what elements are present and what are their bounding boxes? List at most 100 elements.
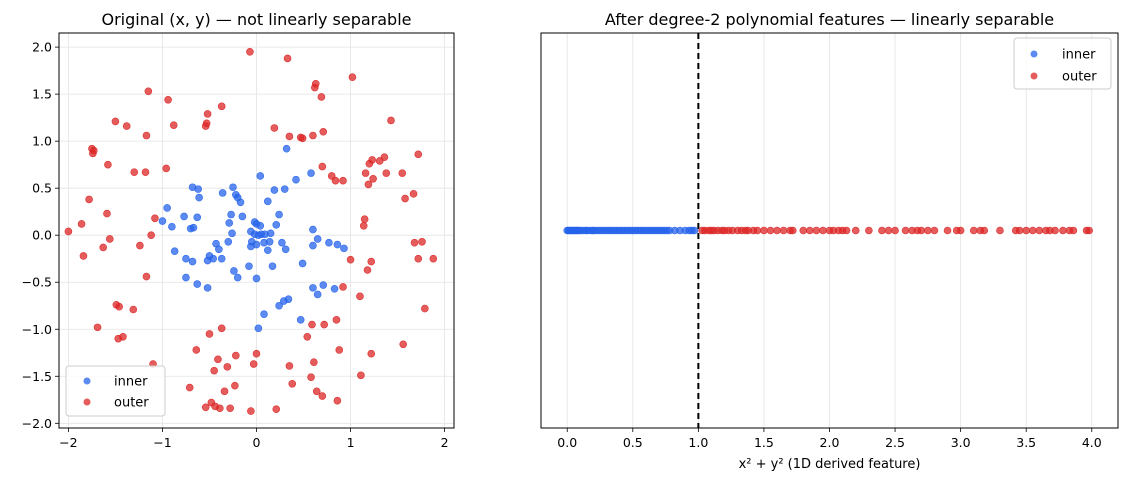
data-point-outer [232, 351, 240, 360]
data-point-inner [266, 229, 275, 238]
data-point-inner [292, 175, 300, 184]
data-point-outer [773, 226, 781, 235]
left-y-tick-label: 0.0 [32, 228, 52, 243]
data-point-outer [418, 237, 426, 246]
data-point-inner [275, 301, 283, 310]
data-point-outer [247, 407, 255, 415]
left-y-tick-label: 1.0 [32, 134, 52, 149]
data-point-inner [170, 247, 179, 255]
data-point-outer [129, 305, 138, 314]
data-point-outer [421, 304, 429, 313]
data-point-inner [278, 238, 286, 247]
data-point-inner [238, 212, 247, 221]
data-point-outer [141, 168, 150, 176]
data-point-outer [980, 226, 989, 235]
data-point-outer [969, 226, 978, 235]
data-point-outer [223, 363, 232, 371]
data-point-outer [779, 226, 788, 235]
left-x-tick-label: 2 [441, 435, 449, 450]
data-point-outer [387, 116, 395, 125]
data-point-inner [313, 235, 322, 243]
data-point-inner [265, 237, 274, 246]
left-gridlines [59, 33, 454, 428]
left-y-tick-label: 1.5 [32, 87, 52, 102]
data-point-inner [193, 213, 202, 222]
data-point-outer [147, 231, 155, 240]
left-y-tick-label: 0.5 [32, 181, 52, 196]
right-x-ticks: 0.0 0.5 1.0 1.5 2.0 2.5 3.0 3.5 4.0 [557, 428, 1102, 450]
right-x-tick-label: 4.0 [1082, 435, 1102, 450]
data-point-inner [236, 198, 245, 207]
data-point-inner [227, 210, 235, 219]
data-point-outer [164, 95, 172, 104]
data-point-outer [401, 194, 409, 203]
data-point-inner [319, 281, 328, 289]
data-point-outer [216, 404, 224, 413]
data-point-outer [884, 226, 893, 235]
data-point-outer [1051, 226, 1059, 235]
data-point-outer [162, 164, 171, 173]
right-legend-marker-outer [1030, 72, 1038, 80]
data-point-inner [224, 237, 233, 246]
data-point-outer [891, 226, 899, 235]
data-point-outer [356, 292, 364, 301]
data-point-outer [1059, 226, 1067, 235]
data-point-outer [842, 226, 851, 235]
data-point-outer [231, 381, 239, 390]
data-point-outer [309, 131, 317, 140]
data-point-inner [256, 221, 265, 230]
right-legend: inner outer [1013, 37, 1112, 90]
data-point-outer [760, 226, 768, 235]
data-point-inner [182, 273, 190, 282]
data-point-outer [104, 160, 112, 169]
left-x-tick-label: −2 [59, 435, 77, 450]
data-point-outer [806, 226, 814, 235]
data-point-outer [369, 174, 377, 183]
data-point-outer [311, 83, 319, 92]
data-point-outer [85, 195, 93, 204]
data-point-inner [309, 284, 317, 292]
data-point-inner [298, 259, 307, 268]
data-point-inner [270, 186, 279, 194]
data-point-outer [217, 324, 226, 333]
data-point-outer [365, 159, 374, 168]
data-point-outer [310, 358, 318, 366]
data-point-outer [192, 346, 201, 354]
right-legend-label-inner: inner [1062, 48, 1096, 63]
data-point-inner [268, 262, 277, 271]
data-point-inner [256, 172, 265, 180]
data-point-outer [409, 190, 418, 198]
data-point-inner [188, 257, 197, 266]
data-point-outer [917, 226, 926, 235]
data-point-outer [308, 320, 316, 329]
right-x-tick-label: 3.5 [1016, 435, 1036, 450]
data-point-outer [363, 266, 372, 274]
data-point-outer [766, 226, 775, 235]
data-point-inner [284, 295, 293, 303]
data-point-outer [1085, 226, 1093, 235]
right-x-tick-label: 0.5 [623, 435, 643, 450]
left-x-ticks: −2 −1 0 1 2 [59, 428, 449, 450]
right-x-tick-label: 3.0 [951, 435, 971, 450]
data-point-outer [930, 226, 939, 235]
data-point-outer [414, 254, 423, 263]
data-point-outer [89, 149, 97, 158]
data-point-inner [252, 274, 261, 283]
data-point-inner [247, 242, 255, 251]
data-point-outer [103, 209, 111, 218]
data-point-outer [865, 226, 873, 235]
right-chart-title: After degree-2 polynomial features — lin… [605, 10, 1054, 29]
data-point-inner [272, 221, 281, 229]
data-point-inner [228, 229, 236, 238]
data-point-outer [320, 320, 329, 329]
right-x-tick-label: 2.0 [820, 435, 840, 450]
data-point-outer [382, 169, 391, 177]
left-y-tick-label: −2.0 [22, 416, 52, 431]
data-point-inner [313, 290, 322, 299]
right-x-tick-label: 2.5 [885, 435, 905, 450]
left-legend-label-inner: inner [114, 375, 148, 390]
right-x-tick-label: 1.0 [688, 435, 708, 450]
data-point-inner [333, 240, 342, 249]
data-point-inner [229, 183, 237, 192]
